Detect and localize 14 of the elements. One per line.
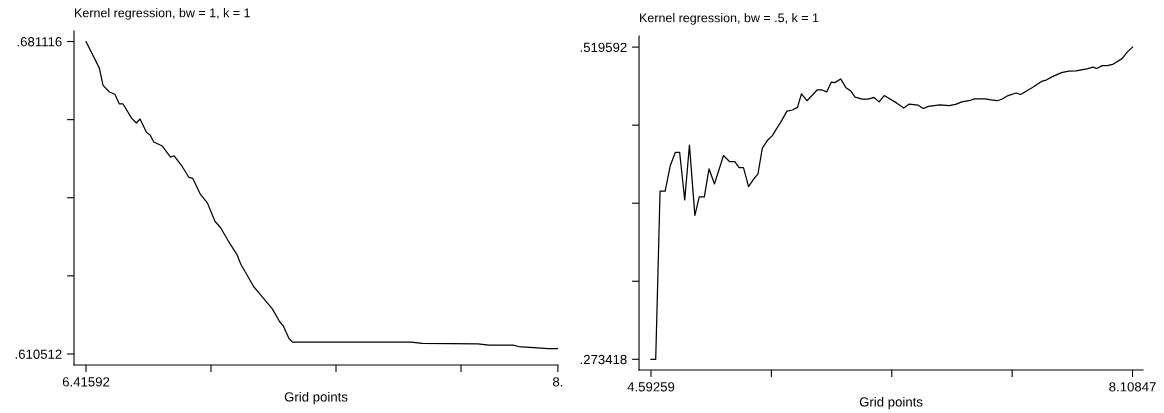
line-series <box>85 40 559 350</box>
x-tick-label: 8.10847 <box>1109 382 1156 392</box>
x-tick-label: 4.59259 <box>627 382 675 392</box>
x-tick-label: 8. <box>552 377 563 387</box>
x-axis-title: Grid points <box>284 391 348 405</box>
x-axis-title: Grid points <box>859 396 923 410</box>
y-tick-label: .681116 <box>17 37 62 47</box>
y-tick-label: .273418 <box>580 354 627 365</box>
chart-title: Kernel regression, bw = .5, k = 1 <box>640 13 819 25</box>
x-tick-label: 6.41592 <box>62 377 110 387</box>
y-tick-label: .610512 <box>15 349 62 359</box>
y-tick-label: .519592 <box>580 42 627 53</box>
chart-title: Kernel regression, bw = 1, k = 1 <box>75 8 250 20</box>
line-series <box>650 46 1134 360</box>
